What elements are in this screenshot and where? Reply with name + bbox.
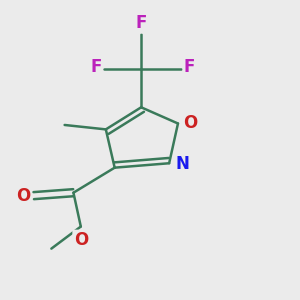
Text: O: O	[183, 114, 197, 132]
Text: F: F	[136, 14, 147, 32]
Text: F: F	[184, 58, 195, 76]
Text: O: O	[74, 231, 88, 249]
Text: O: O	[16, 187, 31, 205]
Text: N: N	[175, 155, 189, 173]
Text: F: F	[90, 58, 101, 76]
